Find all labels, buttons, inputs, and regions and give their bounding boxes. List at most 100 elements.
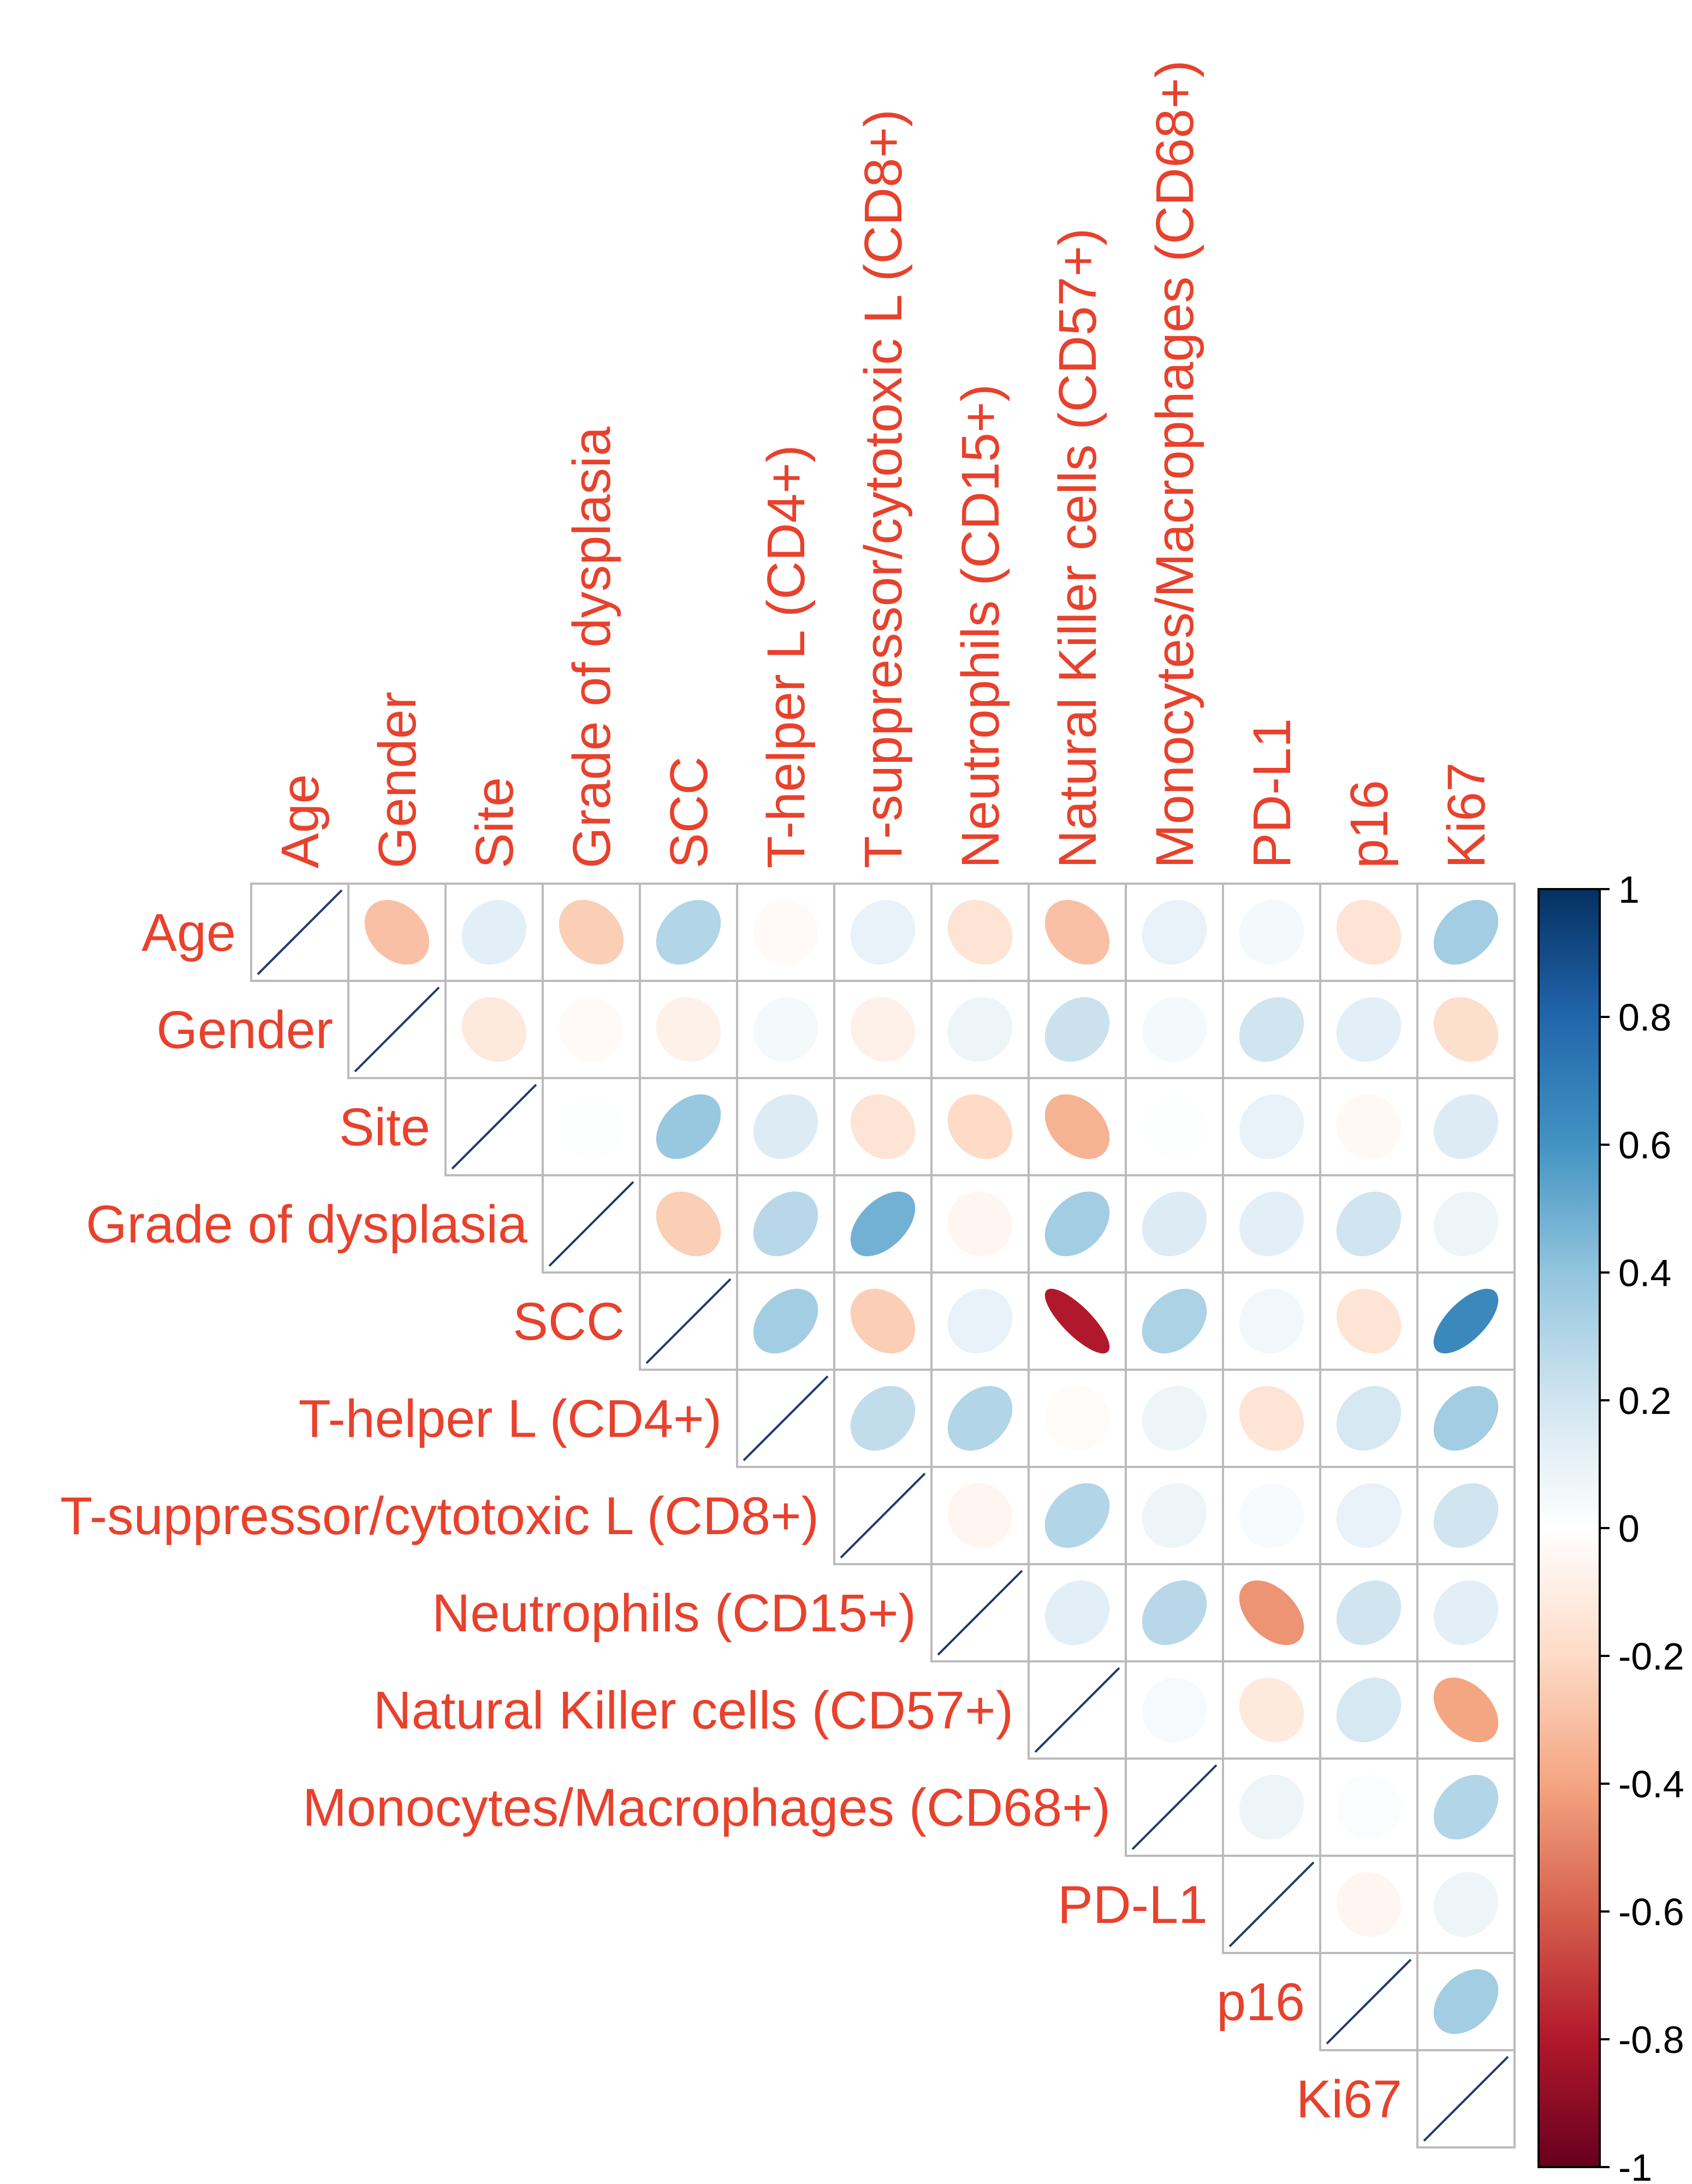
correlation-ellipse [1336, 1094, 1402, 1159]
cell-5-11 [1319, 1369, 1418, 1468]
cell-4-9 [1125, 1271, 1224, 1371]
diagonal-mark [1131, 1764, 1218, 1850]
cell-5-5 [736, 1369, 835, 1468]
cell-2-7 [930, 1077, 1030, 1176]
correlation-ellipse [1142, 1288, 1207, 1354]
correlation-ellipse [559, 1094, 624, 1159]
correlation-ellipse [1433, 1872, 1499, 1937]
correlation-ellipse [1433, 1677, 1499, 1743]
cell-2-4 [639, 1077, 738, 1176]
colorbar-tick-label: 0.8 [1618, 996, 1671, 1039]
cell-5-12 [1416, 1369, 1516, 1468]
cell-6-12 [1416, 1466, 1516, 1565]
row-label: Site [339, 1097, 430, 1157]
cell-3-4 [639, 1174, 738, 1274]
correlation-ellipse [1239, 899, 1304, 965]
cell-0-10 [1222, 883, 1321, 982]
cell-0-2 [444, 883, 544, 982]
cell-0-8 [1028, 883, 1127, 982]
cell-1-6 [833, 980, 933, 1079]
correlation-ellipse [1239, 1483, 1304, 1548]
correlation-ellipse [1336, 997, 1402, 1062]
cell-3-6 [833, 1174, 933, 1274]
cell-10-12 [1416, 1855, 1516, 1954]
correlation-ellipse [753, 1094, 818, 1159]
diagonal-mark [1034, 1667, 1120, 1753]
colorbar-tick-label: 1 [1618, 868, 1640, 911]
colorbar-tick-label: -0.4 [1618, 1763, 1684, 1806]
correlation-ellipse [1239, 997, 1304, 1062]
correlation-ellipse [1142, 1483, 1207, 1548]
cell-3-11 [1319, 1174, 1418, 1274]
correlation-ellipse [850, 1288, 916, 1354]
correlation-ellipse [1142, 1191, 1207, 1257]
cell-7-9 [1125, 1563, 1224, 1662]
correlation-ellipse [1239, 1191, 1304, 1257]
correlation-ellipse [1142, 997, 1207, 1062]
cell-0-12 [1416, 883, 1516, 982]
correlation-ellipse [559, 997, 624, 1062]
correlation-ellipse [1433, 1094, 1499, 1159]
correlation-ellipse [1433, 1386, 1499, 1451]
cell-2-6 [833, 1077, 933, 1176]
cell-0-4 [639, 883, 738, 982]
correlation-ellipse [1044, 1580, 1110, 1646]
column-label: PD-L1 [1242, 718, 1302, 868]
cell-2-8 [1028, 1077, 1127, 1176]
correlation-ellipse [1044, 1191, 1110, 1257]
column-labels: Age Gender Site Grade of dysplasia SCC T-help… [270, 60, 1496, 868]
cell-0-11 [1319, 883, 1418, 982]
correlation-ellipse [1142, 1386, 1207, 1451]
cell-4-4 [639, 1271, 738, 1371]
correlation-ellipse [1433, 1969, 1499, 2034]
cell-0-1 [347, 883, 447, 982]
correlation-ellipse [1239, 1774, 1304, 1840]
diagonal-mark [937, 1570, 1023, 1656]
column-label: Ki67 [1436, 762, 1496, 868]
correlation-ellipse [1044, 997, 1110, 1062]
correlation-ellipse [1142, 1580, 1207, 1646]
cell-10-10 [1222, 1855, 1321, 1954]
row-label: T-suppressor/cytotoxic L (CD8+) [60, 1486, 819, 1546]
correlation-ellipse [559, 899, 624, 965]
cell-8-11 [1319, 1660, 1418, 1760]
correlation-ellipse [656, 997, 721, 1062]
cell-9-11 [1319, 1757, 1418, 1857]
colorbar-tick-label: 0 [1618, 1507, 1640, 1550]
cell-7-12 [1416, 1563, 1516, 1662]
cell-4-10 [1222, 1271, 1321, 1371]
row-label: T-helper L (CD4+) [299, 1389, 722, 1448]
correlation-ellipse [850, 1386, 916, 1451]
cell-11-11 [1319, 1952, 1418, 2051]
colorbar-gradient [1537, 888, 1601, 2168]
correlation-ellipse [461, 899, 527, 965]
correlation-ellipse [1336, 1580, 1402, 1646]
correlation-ellipse [1336, 1191, 1402, 1257]
correlation-ellipse [1044, 1094, 1110, 1159]
cell-4-12 [1416, 1271, 1516, 1371]
cell-1-5 [736, 980, 835, 1079]
correlation-ellipse [1044, 899, 1110, 965]
correlation-ellipse [1044, 1483, 1110, 1548]
diagonal-mark [645, 1278, 732, 1364]
correlation-ellipse [1239, 1386, 1304, 1451]
correlation-ellipse [1336, 1872, 1402, 1937]
diagonal-mark [743, 1375, 829, 1461]
cell-8-10 [1222, 1660, 1321, 1760]
colorbar-tick-label: 0.4 [1618, 1252, 1671, 1294]
cell-1-7 [930, 980, 1030, 1079]
cell-3-7 [930, 1174, 1030, 1274]
cell-6-10 [1222, 1466, 1321, 1565]
diagonal-mark [1423, 2056, 1509, 2142]
correlation-ellipse [1433, 1191, 1499, 1257]
cell-1-4 [639, 980, 738, 1079]
row-label: Gender [156, 1000, 333, 1060]
correlation-ellipse [947, 1483, 1013, 1548]
cell-6-6 [833, 1466, 933, 1565]
correlation-ellipse [1433, 1774, 1499, 1840]
correlation-ellipse [1142, 899, 1207, 965]
cell-2-2 [444, 1077, 544, 1176]
cell-0-0 [250, 883, 349, 982]
colorbar-tick-label: -0.2 [1618, 1635, 1684, 1678]
